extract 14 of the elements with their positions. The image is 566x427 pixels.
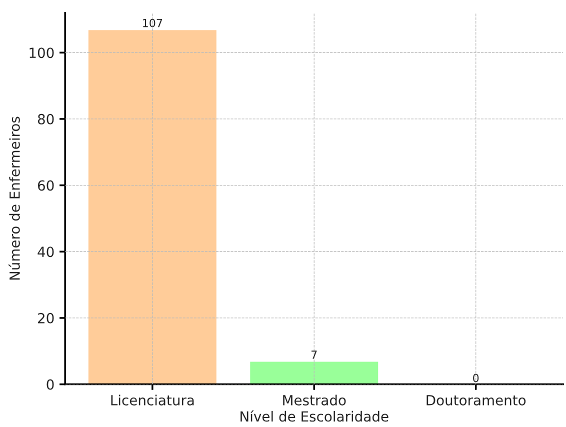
x-tick-label: Doutoramento	[426, 395, 526, 406]
y-tick-label: 80	[38, 114, 54, 124]
data-label: 0	[473, 374, 479, 382]
y-tick-label: 0	[46, 379, 54, 390]
y-tick-label: 60	[38, 180, 54, 191]
y-axis-title: Número de Enfermeiros	[8, 116, 20, 280]
x-axis-title: Nível de Escolaridade	[240, 410, 388, 422]
data-label: 107	[143, 18, 162, 28]
y-tick-label: 100	[30, 48, 54, 58]
y-tick-label: 40	[38, 246, 54, 258]
x-tick-label: Mestrado	[283, 394, 346, 406]
y-tick-label: 20	[38, 312, 54, 324]
x-tick-label: Licenciatura	[111, 394, 194, 406]
data-label: 7	[312, 350, 317, 359]
